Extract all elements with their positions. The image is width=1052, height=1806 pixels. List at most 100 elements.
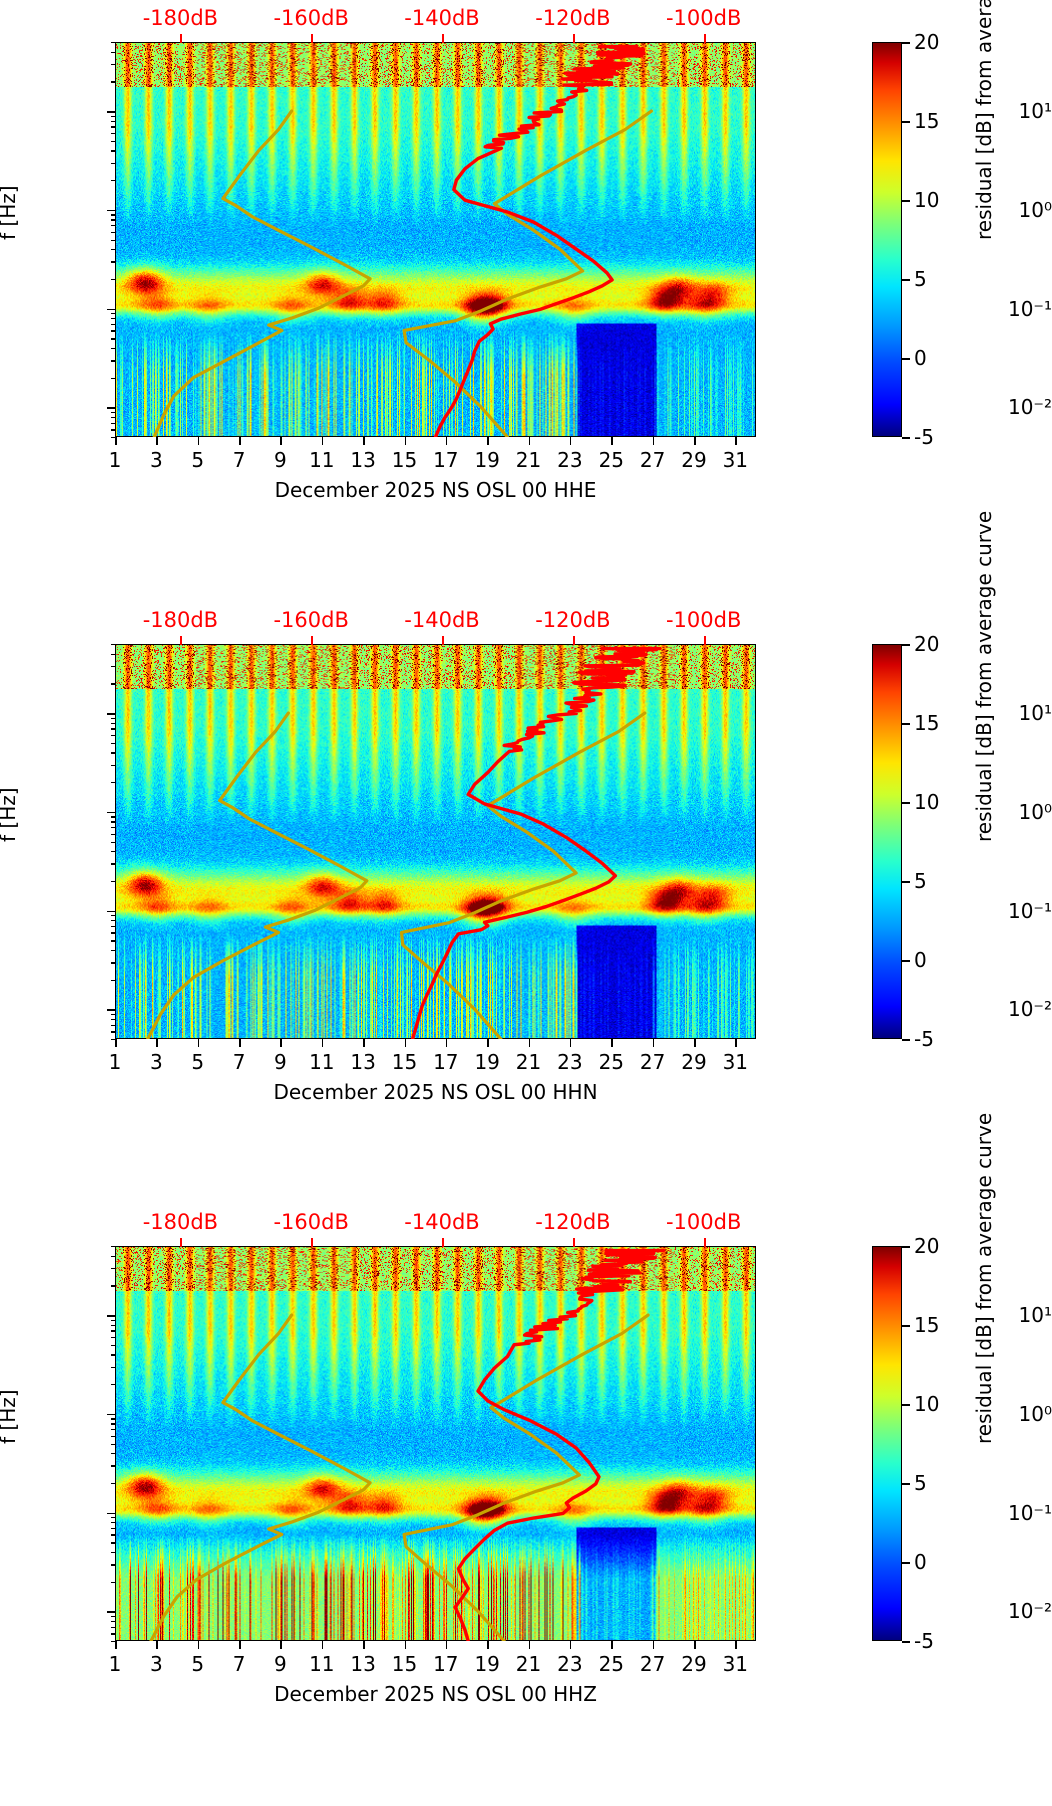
y-axis-minor-tick (111, 411, 115, 414)
spectrogram-image (116, 645, 755, 1038)
x-axis-tick (611, 1641, 613, 1649)
colorbar-tick (902, 644, 910, 646)
x-axis-tick (156, 1641, 158, 1649)
y-axis-minor-tick (111, 683, 115, 685)
y-axis-tick-label: 10⁻² (1007, 395, 1052, 420)
y-axis-minor-tick (111, 231, 115, 234)
y-axis-tick-label: 10⁻¹ (1007, 898, 1052, 923)
top-db-tick (572, 34, 575, 43)
y-axis-minor-tick (111, 728, 115, 730)
x-axis-tick-label: 13 (350, 1050, 376, 1074)
x-axis-tick (404, 437, 407, 445)
top-db-tick (442, 34, 444, 43)
x-axis-tick (569, 437, 572, 445)
x-axis-tick-label: 13 (350, 1652, 376, 1676)
y-axis-minor-tick (111, 437, 115, 439)
top-db-tick-label: -180dB (142, 6, 219, 30)
plot-area (115, 644, 756, 1039)
y-axis-minor-tick (111, 1285, 115, 1287)
y-axis-minor-tick (111, 851, 115, 853)
x-axis-tick (280, 1039, 282, 1047)
top-db-tick-label: -140dB (404, 1210, 480, 1234)
top-db-tick-label: -120dB (535, 1210, 611, 1234)
y-axis-minor-tick (111, 1024, 115, 1026)
colorbar-tick (902, 200, 910, 202)
colorbar-tick-label: 5 (914, 869, 927, 893)
colorbar-tick-label: 0 (914, 1550, 927, 1574)
x-axis-tick-label: 3 (150, 1652, 163, 1676)
y-axis-minor-tick (111, 214, 115, 216)
y-axis-title: f [Hz] (0, 787, 20, 842)
top-db-tick (311, 34, 314, 43)
x-axis-tick-label: 19 (474, 1652, 500, 1676)
y-axis-tick (107, 1413, 115, 1416)
x-axis-tick (115, 437, 117, 445)
colorbar-tick (902, 1246, 910, 1248)
y-axis-minor-tick (111, 1336, 115, 1339)
y-axis-minor-tick (111, 81, 115, 83)
y-axis-minor-tick (111, 429, 115, 431)
colorbar-tick (902, 723, 910, 725)
y-axis-minor-tick (111, 932, 115, 934)
y-axis-minor-tick (111, 1443, 115, 1445)
x-axis-tick (694, 1039, 696, 1047)
y-axis-minor-tick (111, 979, 115, 981)
top-db-tick-label: -100dB (665, 6, 742, 30)
y-axis-minor-tick (111, 1013, 115, 1016)
x-axis-tick-label: 1 (108, 1050, 122, 1074)
y-axis-minor-tick (111, 1615, 115, 1618)
x-axis-tick-label: 19 (474, 448, 500, 472)
x-axis-tick (735, 1641, 737, 1649)
colorbar-tick-label: 20 (914, 30, 940, 54)
y-axis-minor-tick (111, 1384, 115, 1386)
spectrogram-panel-hhn: -180dB -160dB -140dB -120dB -100dB 10¹ 10⁰ 10⁻¹… (0, 511, 1052, 1204)
colorbar-tick (902, 881, 910, 883)
x-axis-tick-label: 1 (108, 448, 122, 472)
x-axis-tick-label: 17 (433, 448, 459, 472)
y-axis-minor-tick (111, 1641, 115, 1643)
y-axis-minor-tick (111, 920, 115, 922)
colorbar-tick (902, 1039, 910, 1041)
y-axis-minor-tick (111, 827, 115, 829)
colorbar-tick (902, 1404, 910, 1406)
spectrogram-panel-hhz: -180dB -160dB -140dB -120dB -100dB 10¹ 10⁰ 10⁻¹… (0, 1113, 1052, 1806)
top-db-axis-labels: -180dB -160dB -140dB -120dB -100dB (0, 608, 1052, 636)
y-axis-tick-label: 10⁰ (1018, 1401, 1052, 1426)
top-db-axis-labels: -180dB -160dB -140dB -120dB -100dB (0, 1210, 1052, 1238)
y-axis-minor-tick (111, 1542, 115, 1544)
y-axis-minor-tick (111, 51, 115, 53)
y-axis-minor-tick (111, 225, 115, 227)
top-db-tick (703, 34, 706, 43)
colorbar (872, 644, 902, 1039)
y-axis-tick-label: 10¹ (1018, 99, 1052, 123)
x-axis-tick-label: 21 (515, 1050, 542, 1074)
y-axis-tick-label: 10⁰ (1018, 197, 1052, 222)
y-axis-minor-tick (111, 742, 115, 745)
y-axis-minor-tick (111, 752, 115, 754)
y-axis-minor-tick (111, 1564, 115, 1566)
y-axis-minor-tick (111, 338, 115, 340)
x-axis-tick (487, 1641, 489, 1649)
y-axis-minor-tick (111, 1354, 115, 1356)
x-axis-tick (197, 437, 200, 445)
x-axis-tick-label: 31 (722, 1050, 749, 1074)
y-axis-minor-tick (111, 764, 115, 767)
x-axis-tick (445, 437, 448, 445)
y-axis-minor-tick (111, 1581, 115, 1583)
x-axis-tick-label: 15 (391, 1050, 418, 1074)
x-axis-tick (321, 1641, 324, 1649)
y-axis-minor-tick (111, 42, 115, 44)
y-axis-minor-tick (111, 949, 115, 952)
y-axis-tick (107, 910, 115, 913)
y-axis-minor-tick (111, 717, 115, 719)
spectrogram-panel-hhe: -180dB -160dB -140dB -120dB -100dB 10¹ 10⁰ 10⁻¹… (0, 0, 1052, 602)
y-axis-minor-tick (111, 1429, 115, 1431)
y-axis-title: f [Hz] (0, 185, 20, 240)
x-axis-tick-label: 7 (232, 1050, 246, 1074)
y-axis-minor-tick (111, 915, 115, 917)
x-axis-tick-label: 11 (309, 1652, 335, 1676)
x-axis-tick (487, 1039, 489, 1047)
y-axis-minor-tick (111, 816, 115, 818)
x-axis-tick-label: 1 (108, 1652, 122, 1676)
x-axis-tick (611, 437, 613, 445)
